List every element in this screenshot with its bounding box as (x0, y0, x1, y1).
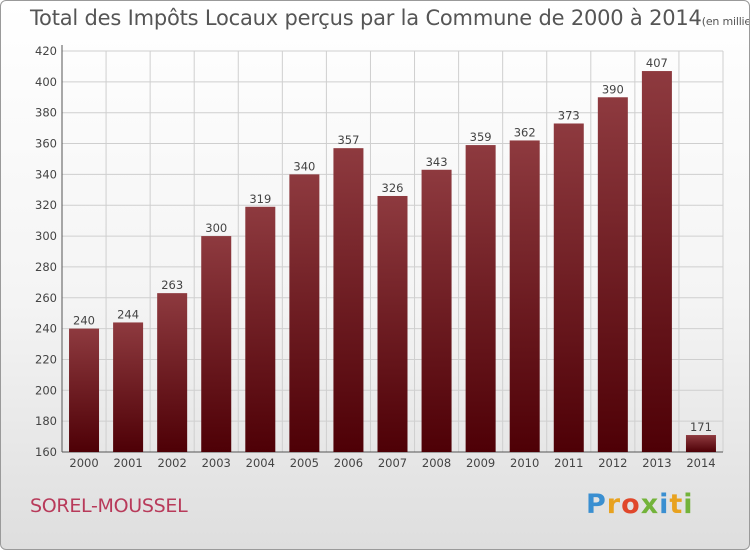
x-tick-label-2006: 2006 (334, 456, 363, 470)
value-label-2011: 373 (558, 108, 580, 122)
value-label-2002: 263 (161, 278, 183, 292)
logo-letter: i (659, 489, 670, 520)
x-tick-label-2005: 2005 (290, 456, 319, 470)
x-tick-label-2000: 2000 (69, 456, 98, 470)
y-tick-label: 300 (35, 229, 57, 243)
y-tick-label: 380 (35, 106, 57, 120)
logo-letter: P (586, 489, 607, 520)
bar-2014 (685, 435, 716, 452)
value-label-2010: 362 (514, 125, 536, 139)
y-tick-label: 180 (35, 414, 57, 428)
value-label-2001: 244 (117, 307, 139, 321)
value-label-2005: 340 (293, 159, 315, 173)
x-tick-label-2010: 2010 (510, 456, 539, 470)
value-label-2014: 171 (690, 420, 712, 434)
bar-2004 (245, 206, 276, 452)
bar-2011 (553, 123, 584, 452)
logo-letter: x (640, 489, 660, 520)
bar-2010 (509, 140, 540, 452)
x-tick-label-2008: 2008 (422, 456, 451, 470)
chart-title: Total des Impôts Locaux perçus par la Co… (30, 6, 749, 30)
value-label-2013: 407 (646, 56, 668, 70)
y-tick-label: 360 (35, 137, 57, 151)
value-label-2003: 300 (205, 221, 227, 235)
y-tick-label: 260 (35, 291, 57, 305)
y-tick-label: 200 (35, 383, 57, 397)
x-tick-label-2009: 2009 (466, 456, 495, 470)
y-tick-label: 220 (35, 352, 57, 366)
x-tick-label-2012: 2012 (598, 456, 627, 470)
bar-2006 (333, 148, 364, 452)
y-tick-label: 420 (35, 44, 57, 58)
value-label-2008: 343 (426, 155, 448, 169)
bar-2005 (289, 174, 320, 452)
y-tick-label: 400 (35, 75, 57, 89)
value-label-2004: 319 (249, 192, 271, 206)
x-tick-label-2007: 2007 (378, 456, 407, 470)
bar-2003 (201, 236, 232, 452)
logo-letter: r (606, 489, 622, 520)
value-label-2009: 359 (470, 130, 492, 144)
logo-letter: t (669, 489, 684, 520)
y-tick-label: 240 (35, 322, 57, 336)
y-tick-label: 340 (35, 167, 57, 181)
value-label-2000: 240 (73, 314, 95, 328)
x-tick-label-2004: 2004 (246, 456, 275, 470)
chart-title-unit: (en milliers d'€) (701, 15, 749, 28)
bar-2007 (377, 195, 408, 452)
value-label-2007: 326 (382, 181, 404, 195)
x-tick-label-2001: 2001 (113, 456, 142, 470)
bar-2002 (157, 293, 188, 452)
y-tick-label: 320 (35, 198, 57, 212)
value-label-2006: 357 (337, 133, 359, 147)
x-tick-label-2014: 2014 (686, 456, 715, 470)
y-tick-label: 160 (35, 445, 57, 459)
value-label-2012: 390 (602, 82, 624, 96)
bar-layer (69, 71, 716, 453)
proxiti-logo: Proxiti (586, 489, 694, 520)
bar-2008 (421, 169, 452, 452)
bar-2001 (113, 322, 144, 452)
label-layer: 240 2000 244 2001 263 2002 300 2003 319 2004 340 20… (69, 56, 715, 470)
chart-title-text: Total des Impôts Locaux perçus par la Co… (30, 6, 702, 30)
commune-name: SOREL-MOUSSEL (30, 495, 188, 517)
logo-letter: o (621, 489, 641, 520)
x-tick-label-2002: 2002 (158, 456, 187, 470)
bar-2000 (69, 328, 100, 452)
x-tick-label-2013: 2013 (642, 456, 671, 470)
bar-2009 (465, 145, 496, 453)
bar-2013 (641, 71, 672, 453)
x-tick-label-2003: 2003 (202, 456, 231, 470)
x-tick-label-2011: 2011 (554, 456, 583, 470)
bar-2012 (597, 97, 628, 453)
y-tick-label: 280 (35, 260, 57, 274)
logo-letter: i (683, 489, 694, 520)
